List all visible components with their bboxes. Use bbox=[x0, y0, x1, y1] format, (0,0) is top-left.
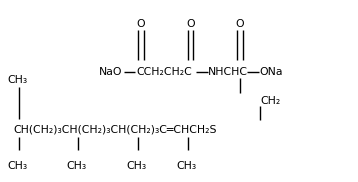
Text: CCH₂CH₂C: CCH₂CH₂C bbox=[136, 67, 192, 77]
Text: CH₃: CH₃ bbox=[67, 161, 87, 171]
Text: O: O bbox=[136, 19, 145, 29]
Text: NHCHC: NHCHC bbox=[208, 67, 248, 77]
Text: ONa: ONa bbox=[260, 67, 283, 77]
Text: NaO: NaO bbox=[98, 67, 122, 77]
Text: O: O bbox=[186, 19, 195, 29]
Text: CH₃: CH₃ bbox=[126, 161, 146, 171]
Text: O: O bbox=[236, 19, 244, 29]
Text: CH₃: CH₃ bbox=[176, 161, 197, 171]
Text: CH₃: CH₃ bbox=[7, 75, 27, 85]
Text: CH(CH₂)₃CH(CH₂)₃CH(CH₂)₃C═CHCH₂S: CH(CH₂)₃CH(CH₂)₃CH(CH₂)₃C═CHCH₂S bbox=[14, 124, 217, 134]
Text: CH₂: CH₂ bbox=[260, 96, 281, 106]
Text: CH₃: CH₃ bbox=[7, 161, 27, 171]
